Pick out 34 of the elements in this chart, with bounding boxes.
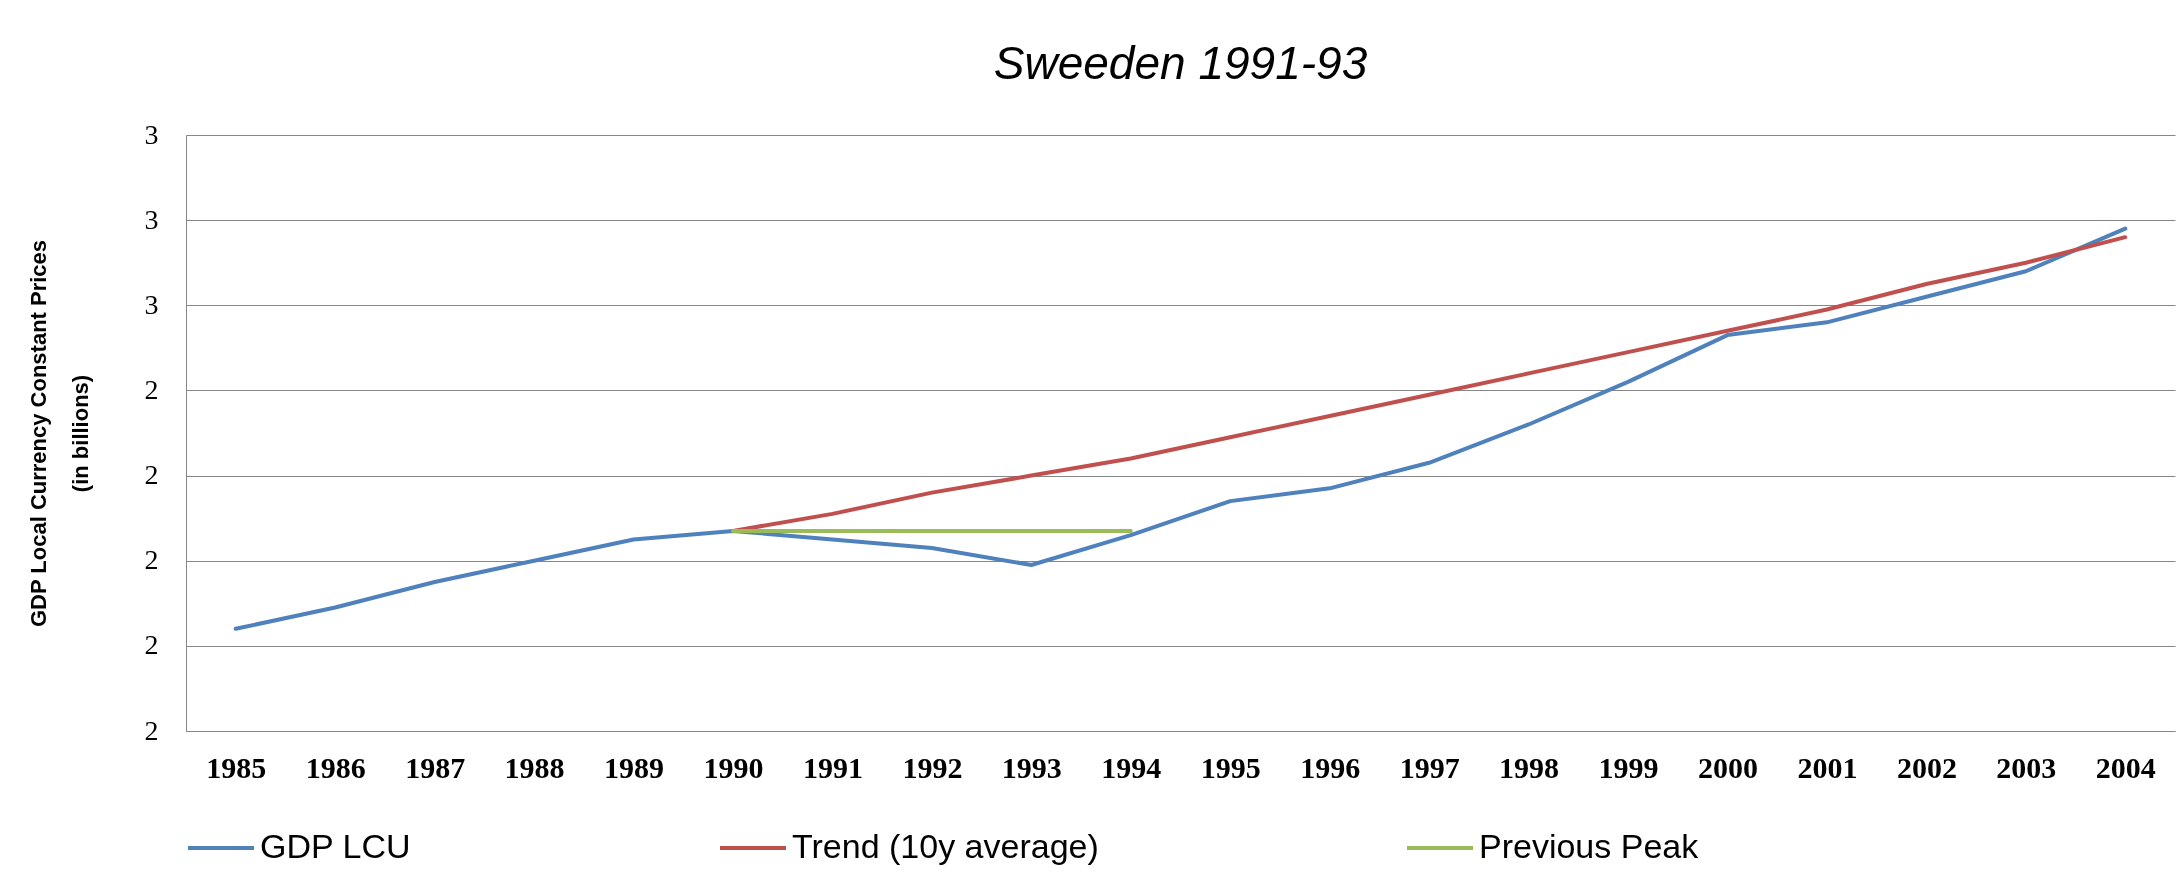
y-tick-label: 2 bbox=[144, 373, 159, 405]
y-tick-label: 3 bbox=[144, 203, 159, 235]
y-tick-label: 2 bbox=[144, 629, 159, 661]
legend-label: Previous Peak bbox=[1479, 827, 1700, 865]
x-tick-label: 1985 bbox=[206, 750, 267, 784]
x-tick-label: 2000 bbox=[1697, 750, 1758, 784]
y-tick-label: 3 bbox=[144, 118, 159, 150]
x-tick-label: 2002 bbox=[1896, 750, 1957, 784]
x-tick-label: 1989 bbox=[604, 750, 665, 784]
x-tick-label: 1988 bbox=[504, 750, 565, 784]
x-tick-label: 1992 bbox=[902, 750, 963, 784]
x-tick-label: 2003 bbox=[1996, 750, 2057, 784]
x-tick-label: 1996 bbox=[1300, 750, 1361, 784]
y-axis-title: GDP Local Currency Constant Prices (in billions) bbox=[25, 239, 93, 628]
x-tick-label: 2001 bbox=[1797, 750, 1858, 784]
y-tick-label: 3 bbox=[144, 288, 159, 320]
x-tick-label: 1987 bbox=[405, 750, 466, 784]
x-tick-label: 1998 bbox=[1499, 750, 1560, 784]
x-tick-label: 1994 bbox=[1101, 750, 1162, 784]
x-tick-label: 1991 bbox=[802, 750, 863, 784]
legend-label: Trend (10y average) bbox=[792, 827, 1099, 865]
y-tick-label: 2 bbox=[144, 544, 159, 576]
x-tick-label: 2004 bbox=[2095, 750, 2156, 784]
x-tick-label: 1995 bbox=[1200, 750, 1261, 784]
x-tick-label: 1993 bbox=[1001, 750, 1062, 784]
x-tick-label: 1997 bbox=[1399, 750, 1460, 784]
x-tick-label: 1986 bbox=[305, 750, 366, 784]
x-tick-label: 1999 bbox=[1598, 750, 1659, 784]
y-tick-label: 2 bbox=[144, 459, 159, 491]
legend-label: GDP LCU bbox=[260, 827, 411, 865]
line-series bbox=[233, 226, 2128, 631]
y-tick-label: 2 bbox=[144, 714, 159, 746]
x-tick-label: 1990 bbox=[703, 750, 764, 784]
chart-title: Sweeden 1991-93 bbox=[993, 37, 1368, 89]
